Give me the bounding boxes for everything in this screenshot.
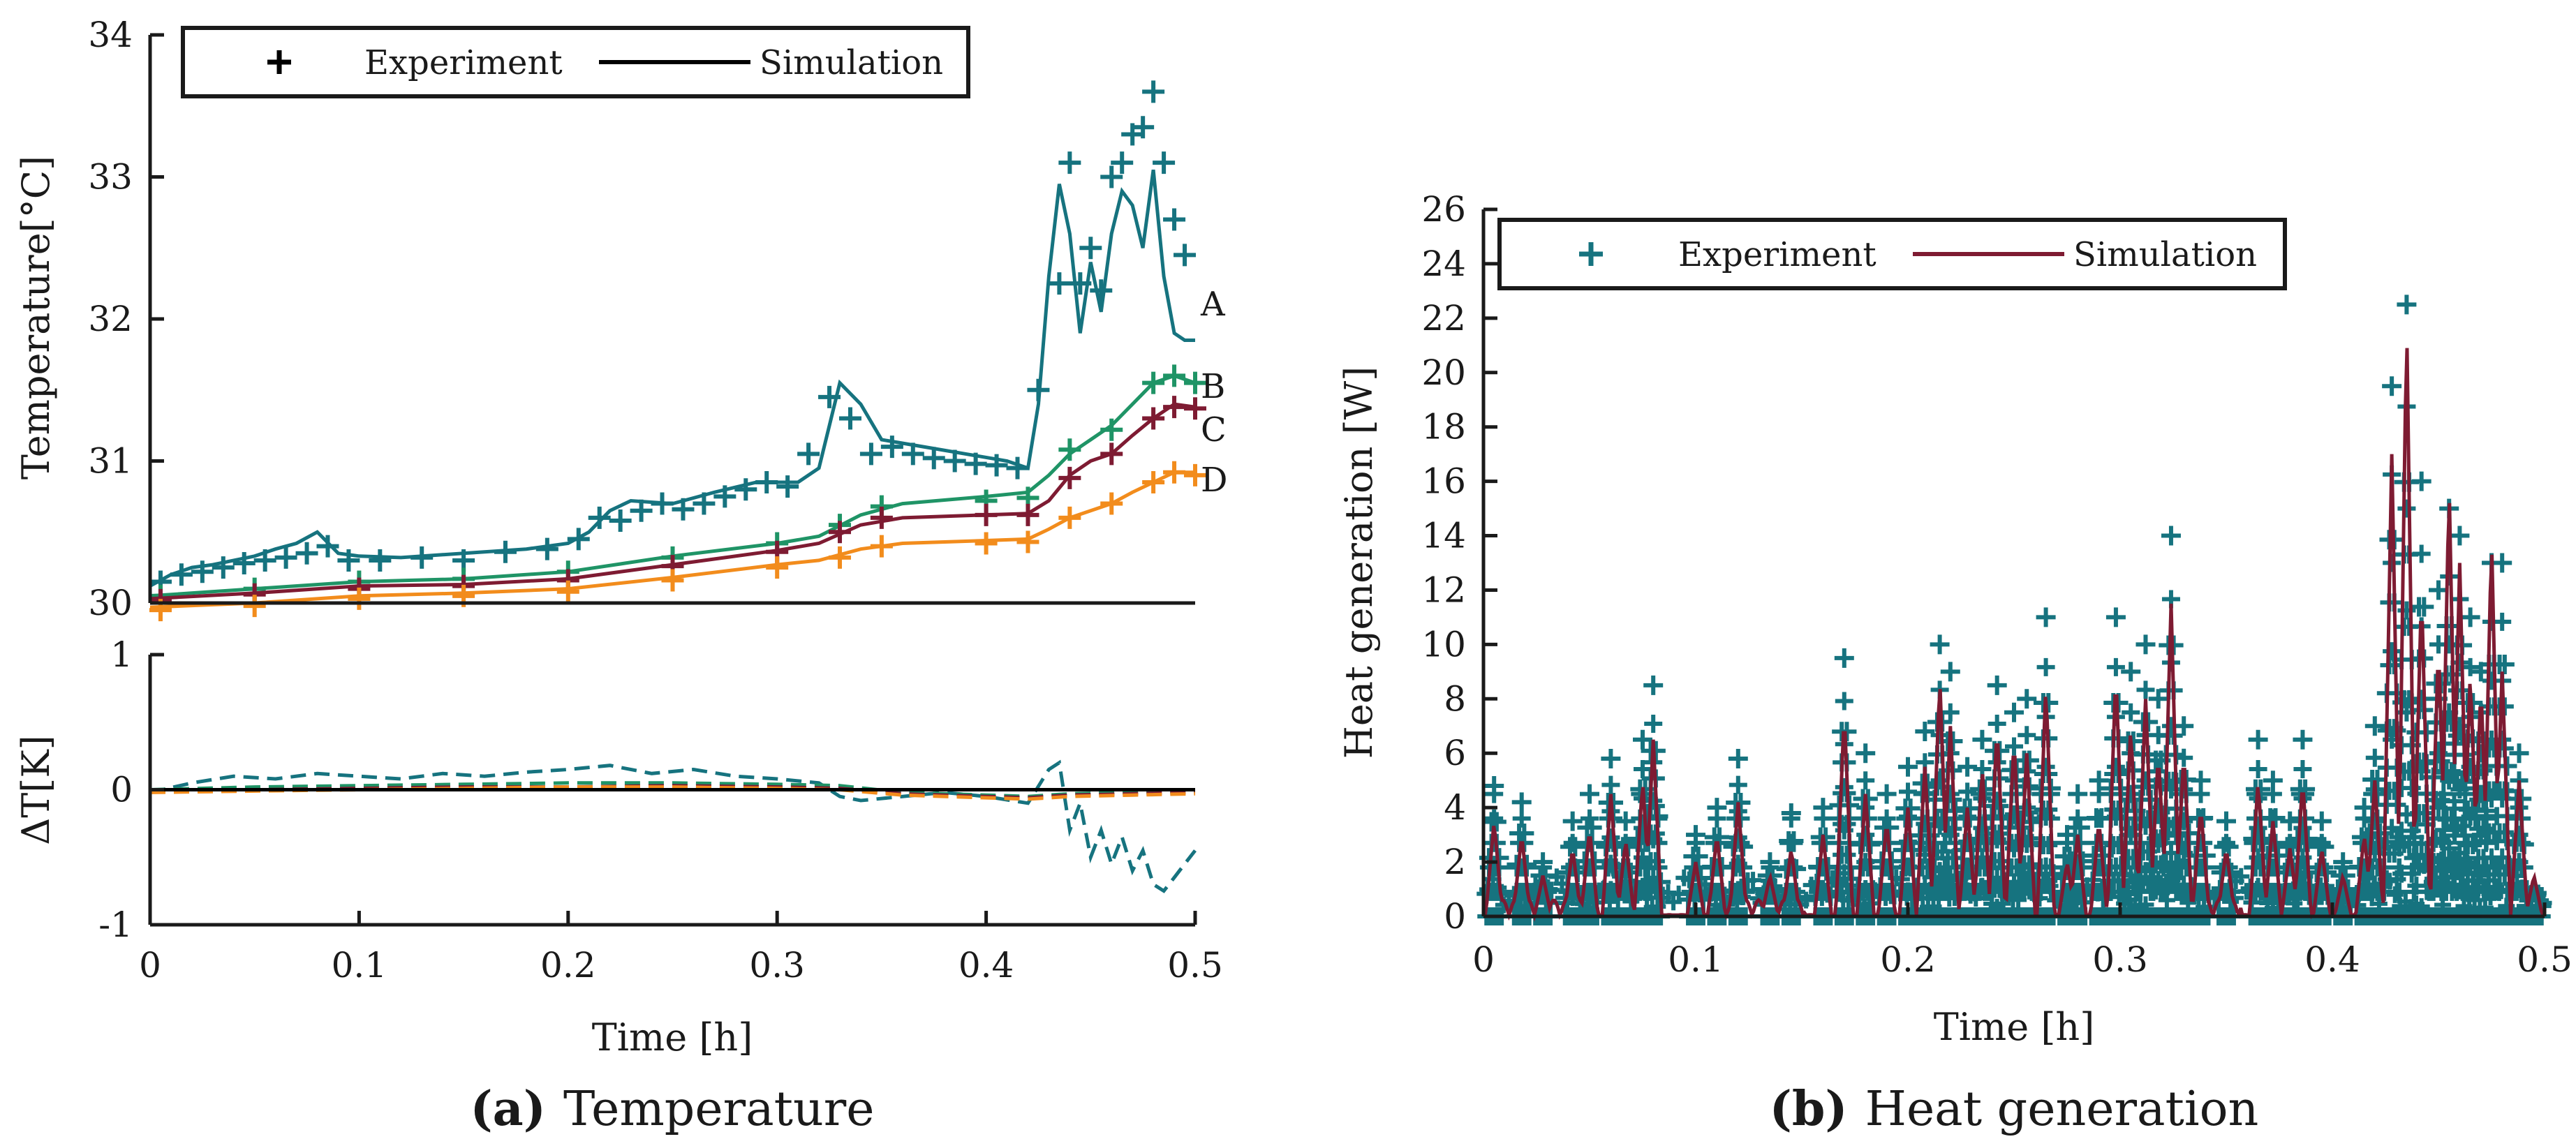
panel-b-legend-experiment: Experiment <box>1678 235 1877 274</box>
heat-xtick-label: 0.4 <box>2304 939 2360 980</box>
panel-a-top: 30 31 32 33 34 Temperature[°C] A B C D Exper… <box>14 15 1227 623</box>
panel-a-legend-box <box>181 26 970 98</box>
temp-ytick-label: 33 <box>88 157 133 198</box>
panel-a-top-y-label: Temperature[°C] <box>14 156 58 479</box>
panel-a-x-ticks: 0 0.1 0.2 0.3 0.4 0.5 <box>139 911 1223 985</box>
heat-ytick-label: 2 <box>1444 842 1466 882</box>
temp-ytick-label: 31 <box>88 441 133 482</box>
heat-ytick-label: 6 <box>1444 733 1466 773</box>
panel-b-x-label: Time [h] <box>1934 1005 2095 1049</box>
panel-b-legend-simulation: Simulation <box>2073 235 2257 274</box>
delta-t-ytick-label: 0 <box>110 770 133 810</box>
temp-ytick-label: 34 <box>88 15 133 55</box>
panel-a-xtick-label: 0.2 <box>540 945 596 985</box>
panel-a-top-y-ticks: 30 31 32 33 34 <box>88 15 164 623</box>
heat-xtick-label: 0 <box>1472 939 1495 980</box>
temp-exp-d <box>149 461 1206 622</box>
panel-b-legend: Experiment Simulation <box>1497 218 2287 290</box>
heat-ytick-label: 16 <box>1421 461 1466 502</box>
heat-ytick-label: 4 <box>1444 787 1466 828</box>
panel-a-top-series <box>149 80 1206 622</box>
curve-label-c: C <box>1201 410 1227 449</box>
curve-label-d: D <box>1201 461 1227 500</box>
caption-a: (a) Temperature <box>470 1081 874 1137</box>
temp-sim-b <box>149 373 1196 598</box>
panel-a-xtick-label: 0.1 <box>332 945 387 985</box>
panel-b-x-ticks: 0 0.1 0.2 0.3 0.4 0.5 <box>1472 902 2573 980</box>
panel-a-legend-simulation: Simulation <box>760 43 943 82</box>
panel-a-xtick-label: 0.3 <box>749 945 805 985</box>
heat-simulation-line <box>1483 348 2545 922</box>
heat-ytick-label: 12 <box>1421 570 1466 610</box>
caption-b-text: Heat generation <box>1865 1082 2259 1137</box>
panel-b-legend-box <box>1497 218 2287 290</box>
heat-ytick-label: 0 <box>1444 896 1466 937</box>
panel-a-bottom-series <box>149 759 1197 893</box>
heat-ytick-label: 18 <box>1421 407 1466 447</box>
heat-ytick-label: 20 <box>1421 352 1466 393</box>
delta-t-ytick-label: 1 <box>110 634 133 675</box>
panel-a-bottom: -101 0 0.1 0.2 0.3 0.4 0.5 ΔT[K] Time [h] <box>14 634 1223 1059</box>
panel-a-xtick-label: 0.4 <box>958 945 1014 985</box>
caption-b-letter: (b) <box>1770 1081 1848 1137</box>
panel-a-legend-marker <box>267 50 291 74</box>
heat-xtick-label: 0.2 <box>1880 939 1936 980</box>
caption-a-letter: (a) <box>470 1081 545 1137</box>
caption-a-text: Temperature <box>563 1082 875 1137</box>
panel-a-xtick-label: 0 <box>139 945 161 985</box>
panel-a-bottom-y-label: ΔT[K] <box>14 735 58 845</box>
heat-ytick-label: 26 <box>1421 189 1466 230</box>
temp-ytick-label: 32 <box>88 299 133 339</box>
heat-xtick-label: 0.3 <box>2092 939 2148 980</box>
temp-ytick-label: 30 <box>88 583 133 623</box>
temp-sim-c <box>149 402 1196 601</box>
heat-ytick-label: 10 <box>1421 624 1466 664</box>
panel-a-bottom-y-ticks: -1 0 1 <box>98 634 164 945</box>
panel-a-legend: Experiment Simulation <box>181 26 970 98</box>
heat-ytick-label: 8 <box>1444 678 1466 719</box>
temp-exp-b <box>149 364 1206 607</box>
panel-a-x-label: Time [h] <box>592 1015 753 1059</box>
heat-xtick-label: 0.1 <box>1668 939 1724 980</box>
panel-a-legend-experiment: Experiment <box>364 43 563 82</box>
temp-sim-d <box>149 470 1195 609</box>
caption-b: (b) Heat generation <box>1770 1081 2259 1137</box>
temp-sim-a <box>149 169 1195 588</box>
heat-xtick-label: 0.5 <box>2517 939 2573 980</box>
curve-label-b: B <box>1201 367 1225 406</box>
delta-t-ytick-label: -1 <box>98 905 133 945</box>
heat-ytick-label: 22 <box>1421 298 1466 338</box>
heat-ytick-label: 24 <box>1421 244 1466 284</box>
panel-b-y-label: Heat generation [W] <box>1337 366 1381 759</box>
heat-ytick-label: 14 <box>1421 516 1466 556</box>
panel-b-series <box>1476 295 2552 925</box>
panel-b-legend-marker <box>1579 242 1603 266</box>
panel-a-xtick-label: 0.5 <box>1167 945 1223 985</box>
curve-label-a: A <box>1200 285 1226 324</box>
delta-t-a <box>149 759 1197 893</box>
